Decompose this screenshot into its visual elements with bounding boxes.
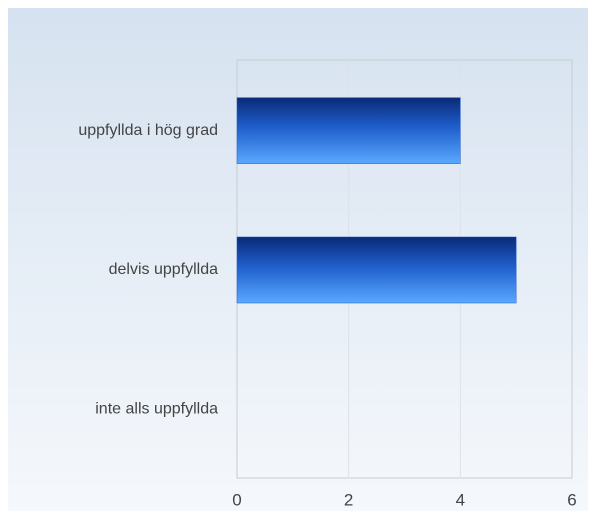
y-tick-label: delvis uppfyllda: [109, 261, 219, 278]
y-tick-label: inte alls uppfyllda: [95, 401, 218, 418]
x-tick-label: 6: [567, 490, 576, 509]
y-tick-label: uppfyllda i hög grad: [78, 122, 218, 139]
x-tick-label: 2: [344, 490, 353, 509]
x-tick-label: 0: [232, 490, 241, 509]
x-tick-label: 4: [456, 490, 465, 509]
bar: [236, 236, 517, 304]
bar: [236, 97, 461, 164]
